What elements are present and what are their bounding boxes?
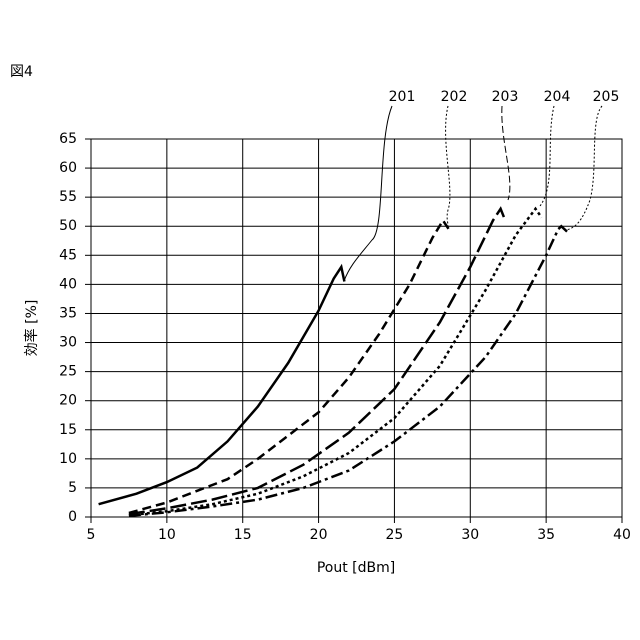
chart: 図4 Pout [dBm] 効率 [%] 0510152025303540455… (0, 0, 640, 640)
leader-204 (540, 106, 554, 206)
leader-202 (446, 106, 450, 226)
series-line (129, 226, 568, 516)
series-line (129, 209, 505, 514)
leader-203 (502, 106, 510, 200)
y-tick-label: 65 (59, 131, 77, 147)
x-tick-label: 5 (87, 527, 96, 543)
x-tick-label: 30 (461, 527, 479, 543)
y-tick-label: 50 (59, 218, 77, 234)
series-line (99, 267, 345, 504)
y-tick-label: 40 (59, 276, 77, 292)
plot-area (91, 139, 622, 517)
y-tick-label: 20 (59, 393, 77, 409)
y-tick-label: 60 (59, 160, 77, 176)
y-tick-label: 30 (59, 335, 77, 351)
figure-label: 図4 (10, 64, 33, 80)
y-tick-label: 5 (68, 480, 77, 496)
y-tick-label: 0 (68, 509, 77, 525)
y-tick-label: 25 (59, 364, 77, 380)
leader-201 (344, 106, 392, 281)
series-label: 203 (492, 89, 519, 105)
x-tick-label: 40 (613, 527, 631, 543)
y-tick-label: 45 (59, 247, 77, 263)
leaders (344, 106, 602, 281)
x-axis-label: Pout [dBm] (317, 560, 395, 576)
y-tick-label: 15 (59, 422, 77, 438)
x-tick-label: 25 (386, 527, 404, 543)
y-tick-label: 10 (59, 451, 77, 467)
series-label: 204 (544, 89, 571, 105)
series-label: 201 (389, 89, 416, 105)
series-label: 202 (441, 89, 468, 105)
x-tick-label: 15 (234, 527, 252, 543)
y-tick-label: 35 (59, 305, 77, 321)
x-tick-label: 10 (158, 527, 176, 543)
series-line (129, 220, 451, 513)
x-tick-label: 20 (310, 527, 328, 543)
series-label: 205 (593, 89, 620, 105)
y-tick-label: 55 (59, 189, 77, 205)
x-tick-label: 35 (537, 527, 555, 543)
y-axis-label: 効率 [%] (23, 300, 40, 357)
